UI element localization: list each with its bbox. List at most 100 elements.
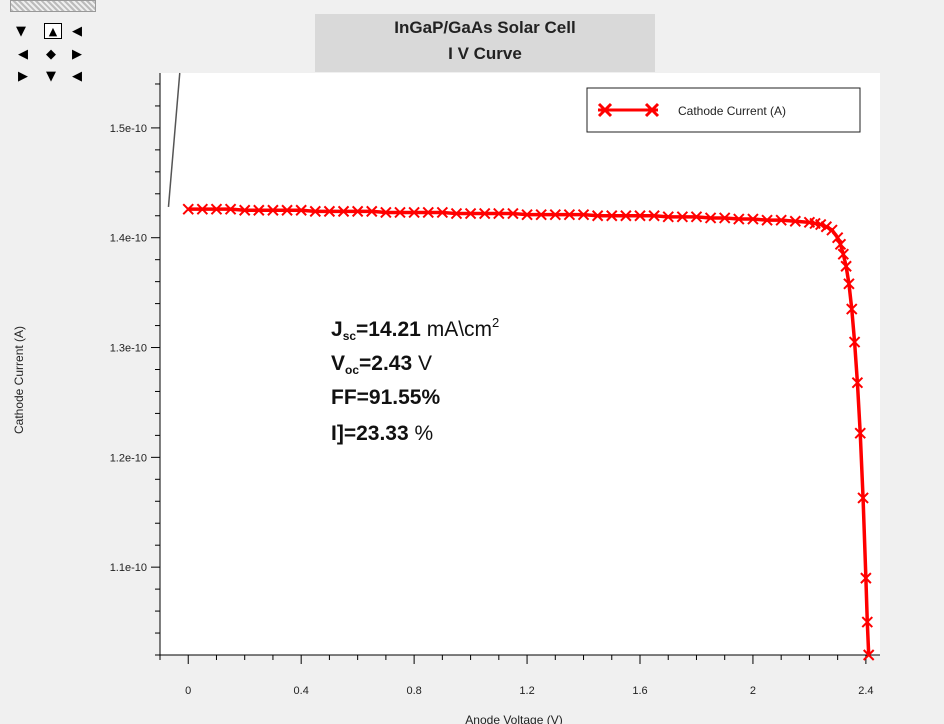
pan-down-right-icon[interactable]: ◀ — [72, 68, 82, 84]
pan-up-right-icon[interactable]: ◀ — [72, 23, 82, 39]
data-point-marker — [295, 204, 307, 216]
data-point-marker — [253, 204, 265, 216]
zoom-box-icon[interactable]: ▲ — [44, 23, 62, 39]
voc-unit: V — [412, 352, 432, 375]
guide-line-group — [167, 72, 181, 208]
data-point-marker — [837, 248, 850, 260]
data-point-marker — [577, 208, 590, 221]
data-point-marker — [606, 210, 618, 222]
data-point-marker — [563, 208, 576, 221]
data-point-marker — [394, 206, 406, 219]
data-point-marker — [848, 336, 861, 348]
data-point-marker — [620, 210, 632, 222]
data-point-marker — [747, 213, 759, 225]
data-point-marker — [761, 214, 773, 226]
center-view-icon[interactable]: ◆ — [46, 46, 56, 62]
data-point-marker — [789, 215, 802, 227]
data-point-marker — [464, 207, 477, 220]
voc-symbol: V — [331, 352, 345, 375]
data-point-marker — [507, 207, 519, 220]
data-point-marker — [831, 232, 844, 244]
pan-left-icon[interactable]: ◀ — [18, 46, 28, 62]
data-point-marker — [704, 212, 717, 224]
x-tick-label: 0.4 — [294, 685, 309, 697]
jsc-annotation: Jsc=14.21 mA\cm2 — [331, 315, 499, 343]
data-point-marker — [862, 649, 875, 661]
data-point-marker — [493, 207, 505, 220]
ff-annotation: FF=91.55% — [331, 386, 440, 409]
voc-value: =2.43 — [359, 352, 412, 375]
data-point-marker — [591, 210, 604, 222]
navigation-pad: ▼ ▲ ◀ ◀ ◆ ▶ ▶ ▼ ◀ — [10, 0, 96, 100]
y-tick-label: 1.5e-10 — [110, 123, 147, 135]
data-point-marker — [436, 206, 449, 219]
x-tick-label: 2.4 — [858, 685, 873, 697]
y-tick-label: 1.2e-10 — [110, 452, 147, 464]
data-point-marker — [351, 205, 364, 218]
plot-area — [160, 73, 880, 655]
data-point-marker — [196, 203, 209, 215]
voc-annotation: Voc=2.43 V — [331, 352, 432, 377]
data-point-marker — [648, 210, 660, 222]
data-point-marker — [718, 212, 731, 224]
results-annotation: Jsc=14.21 mA\cm2 Voc=2.43 V FF=91.55% I]… — [331, 315, 499, 445]
y-tick-label: 1.4e-10 — [110, 233, 147, 245]
legend-label: Cathode Current (A) — [678, 104, 786, 118]
data-point-marker — [634, 210, 646, 222]
pan-down-icon[interactable]: ▼ — [46, 68, 56, 84]
series-group — [182, 203, 875, 661]
data-point-marker — [846, 303, 858, 315]
data-point-marker — [281, 204, 293, 216]
axes-group: 1.1e-10 1.2e-10 1.3e-10 1.4e-10 1.5e-10 0 0.4 0… — [110, 73, 880, 697]
data-point-marker — [775, 214, 787, 226]
data-point-marker — [210, 203, 223, 215]
pan-down-left-icon[interactable]: ▶ — [18, 68, 28, 84]
data-point-marker — [690, 211, 703, 223]
data-point-marker — [857, 492, 869, 504]
voc-subscript: oc — [345, 363, 359, 377]
data-point-marker — [854, 427, 866, 439]
pan-up-left-icon[interactable]: ▼ — [16, 23, 26, 39]
data-point-marker — [323, 205, 336, 218]
pan-right-icon[interactable]: ▶ — [72, 46, 82, 62]
data-point-marker — [861, 616, 874, 628]
legend-marker-right — [644, 102, 660, 118]
jsc-value: =14.21 — [356, 318, 421, 341]
data-point-marker — [182, 203, 194, 215]
y-tick-label: 1.3e-10 — [110, 343, 147, 355]
data-point-marker — [662, 211, 674, 223]
data-point-marker — [478, 207, 491, 220]
efficiency-annotation: I]=23.33 % — [331, 422, 433, 445]
data-point-marker — [840, 260, 852, 272]
data-point-marker — [676, 211, 689, 223]
chart-subtitle: I V Curve — [448, 44, 522, 63]
toolbar-grip[interactable] — [10, 0, 96, 12]
data-point-marker — [733, 213, 745, 225]
x-axis-label: Anode Voltage (V) — [465, 713, 562, 724]
x-tick-label: 1.6 — [632, 685, 647, 697]
data-point-marker — [422, 206, 434, 219]
jsc-subscript: sc — [343, 329, 357, 343]
data-point-marker — [549, 208, 562, 221]
y-axis-label: Cathode Current (A) — [12, 326, 26, 434]
y-tick-label: 1.1e-10 — [110, 562, 147, 574]
jsc-superscript: 2 — [492, 315, 499, 330]
x-tick-label: 2 — [750, 685, 756, 697]
data-point-marker — [224, 203, 237, 215]
jsc-unit: mA\cm — [421, 318, 492, 341]
x-tick-label: 0.8 — [406, 685, 421, 697]
legend-marker-left — [597, 102, 613, 118]
data-point-marker — [238, 204, 251, 216]
data-point-marker — [834, 238, 847, 251]
data-point-marker — [521, 208, 533, 221]
x-tick-label: 0 — [185, 685, 191, 697]
chart-title: InGaP/GaAs Solar Cell — [394, 18, 576, 37]
data-point-marker — [337, 205, 350, 218]
data-point-marker — [851, 376, 864, 389]
data-point-marker — [820, 221, 833, 233]
data-point-marker — [826, 224, 838, 236]
guide-line — [167, 72, 181, 208]
legend: Cathode Current (A) — [586, 87, 861, 133]
